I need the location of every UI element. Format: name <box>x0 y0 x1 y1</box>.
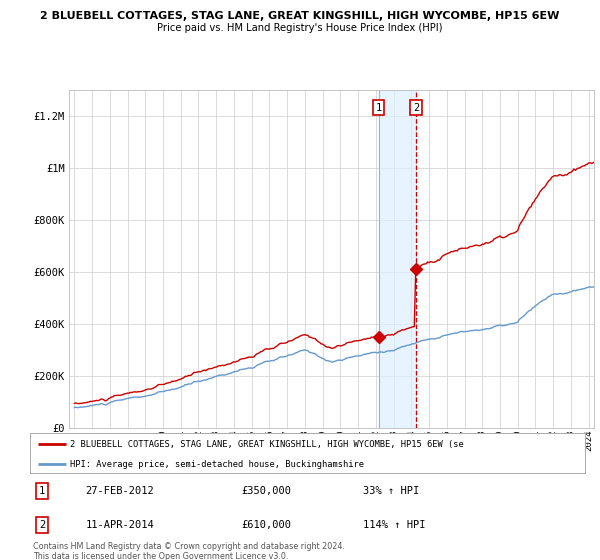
Text: 27-FEB-2012: 27-FEB-2012 <box>86 486 154 496</box>
Text: 114% ↑ HPI: 114% ↑ HPI <box>363 520 425 530</box>
Text: HPI: Average price, semi-detached house, Buckinghamshire: HPI: Average price, semi-detached house,… <box>70 460 364 469</box>
Text: £610,000: £610,000 <box>241 520 291 530</box>
Text: 2: 2 <box>39 520 46 530</box>
Text: 1: 1 <box>376 103 382 113</box>
Text: £350,000: £350,000 <box>241 486 291 496</box>
Text: 11-APR-2014: 11-APR-2014 <box>86 520 154 530</box>
Text: 2: 2 <box>413 103 419 113</box>
Text: 2 BLUEBELL COTTAGES, STAG LANE, GREAT KINGSHILL, HIGH WYCOMBE, HP15 6EW (se: 2 BLUEBELL COTTAGES, STAG LANE, GREAT KI… <box>70 440 464 449</box>
Text: Contains HM Land Registry data © Crown copyright and database right 2024.
This d: Contains HM Land Registry data © Crown c… <box>33 542 345 560</box>
Text: 2 BLUEBELL COTTAGES, STAG LANE, GREAT KINGSHILL, HIGH WYCOMBE, HP15 6EW: 2 BLUEBELL COTTAGES, STAG LANE, GREAT KI… <box>40 11 560 21</box>
Text: 33% ↑ HPI: 33% ↑ HPI <box>363 486 419 496</box>
Bar <box>379 90 416 428</box>
Text: 1: 1 <box>39 486 46 496</box>
Text: Price paid vs. HM Land Registry's House Price Index (HPI): Price paid vs. HM Land Registry's House … <box>157 23 443 33</box>
